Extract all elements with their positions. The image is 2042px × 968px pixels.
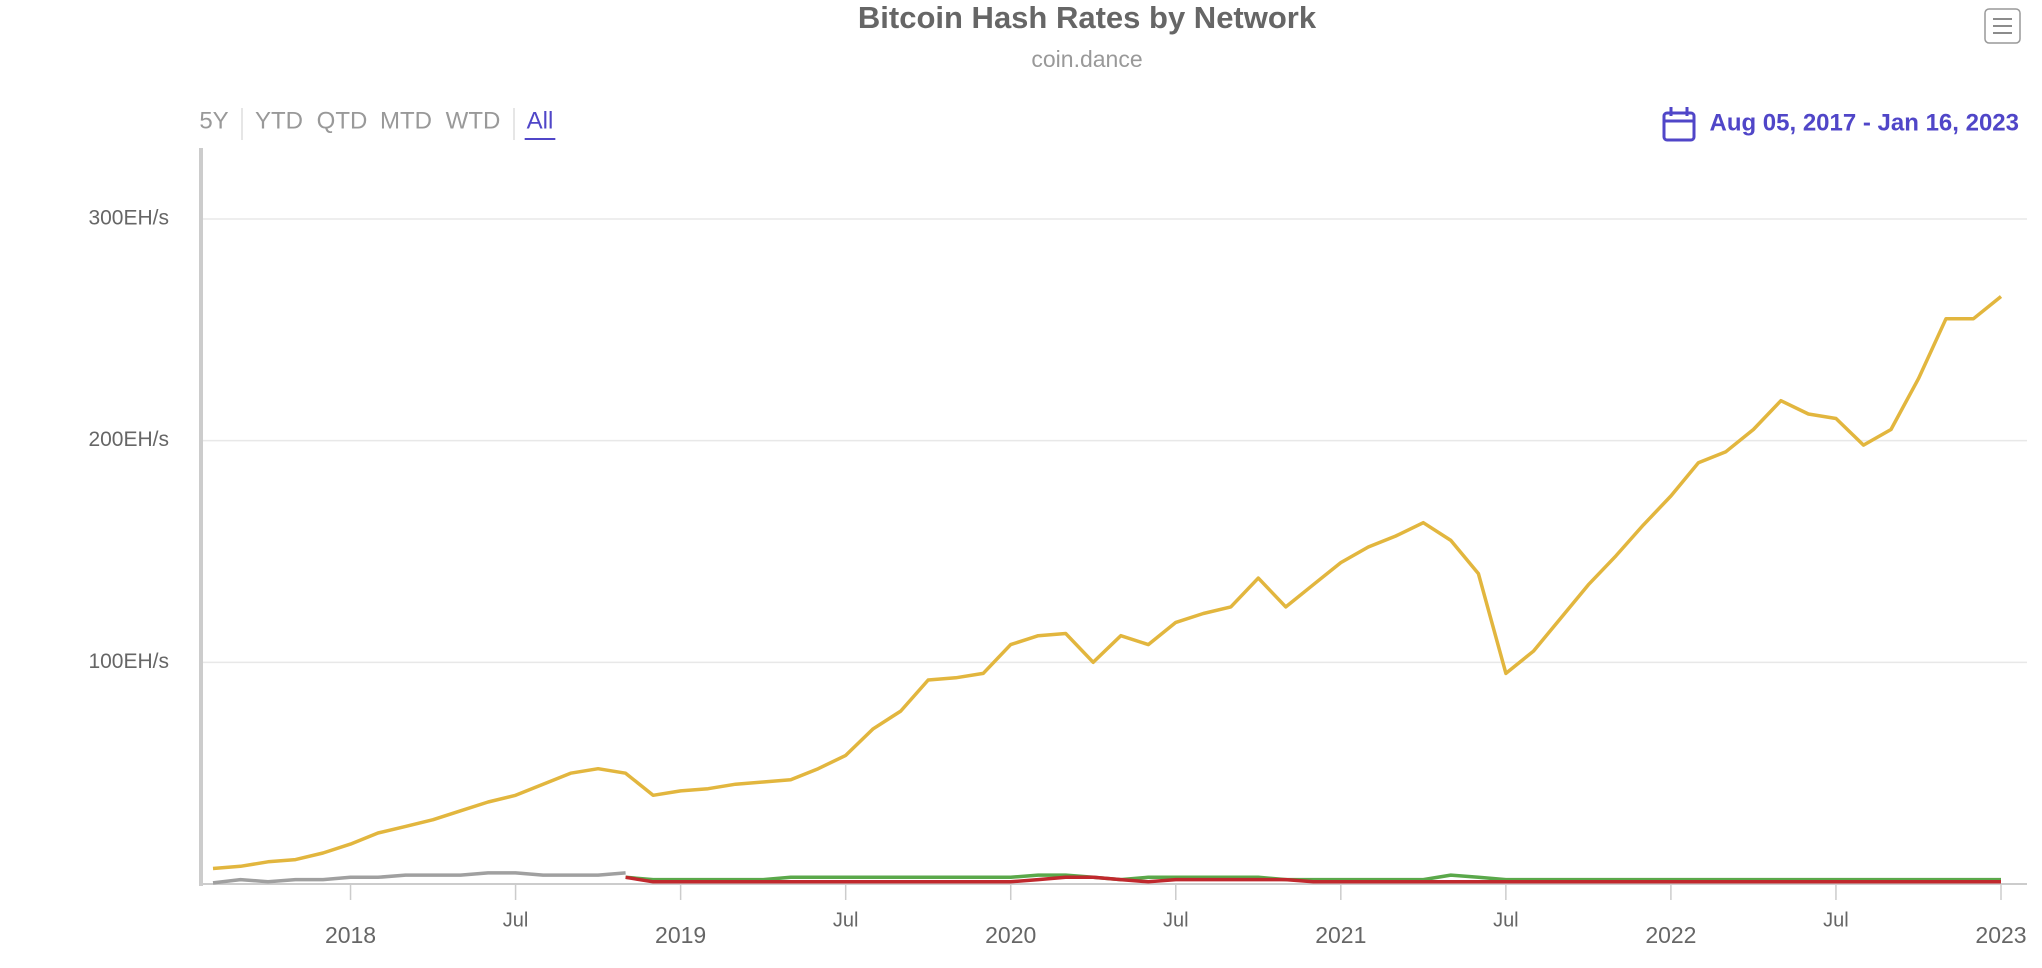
range-button[interactable]: WTD (446, 107, 501, 134)
x-tick-label: Jul (503, 909, 529, 931)
y-tick-label: 300EH/s (88, 206, 169, 229)
date-range[interactable]: Aug 05, 2017 - Jan 16, 2023 (1709, 109, 2019, 136)
chart-subtitle: coin.dance (1031, 46, 1142, 72)
x-tick-label: 2021 (1315, 922, 1366, 948)
x-tick-label: 2019 (655, 922, 706, 948)
x-tick-label: Jul (1163, 909, 1189, 931)
range-button[interactable]: 5Y (199, 107, 228, 134)
x-tick-label: Jul (1823, 909, 1849, 931)
x-tick-label: Jul (1493, 909, 1519, 931)
x-tick-label: 2023 (1975, 922, 2026, 948)
range-button[interactable]: YTD (255, 107, 303, 134)
y-tick-label: 200EH/s (88, 428, 169, 451)
x-tick-label: 2018 (325, 922, 376, 948)
range-button[interactable]: MTD (380, 107, 432, 134)
y-tick-label: 100EH/s (88, 650, 169, 673)
series-line (212, 295, 2003, 871)
range-button[interactable]: All (527, 107, 554, 134)
x-tick-label: 2022 (1645, 922, 1696, 948)
menu-button[interactable] (1984, 8, 2021, 44)
date-picker[interactable]: Aug 05, 2017 - Jan 16, 2023 (1662, 107, 2019, 142)
series-line (212, 871, 626, 885)
x-tick-label: 2020 (985, 922, 1036, 948)
chart-title: Bitcoin Hash Rates by Network (858, 0, 1317, 35)
series-line (625, 873, 2001, 882)
range-button[interactable]: QTD (317, 107, 368, 134)
calendar-icon (1662, 111, 1696, 142)
x-tick-label: Jul (833, 909, 859, 931)
series-line (625, 875, 2001, 884)
